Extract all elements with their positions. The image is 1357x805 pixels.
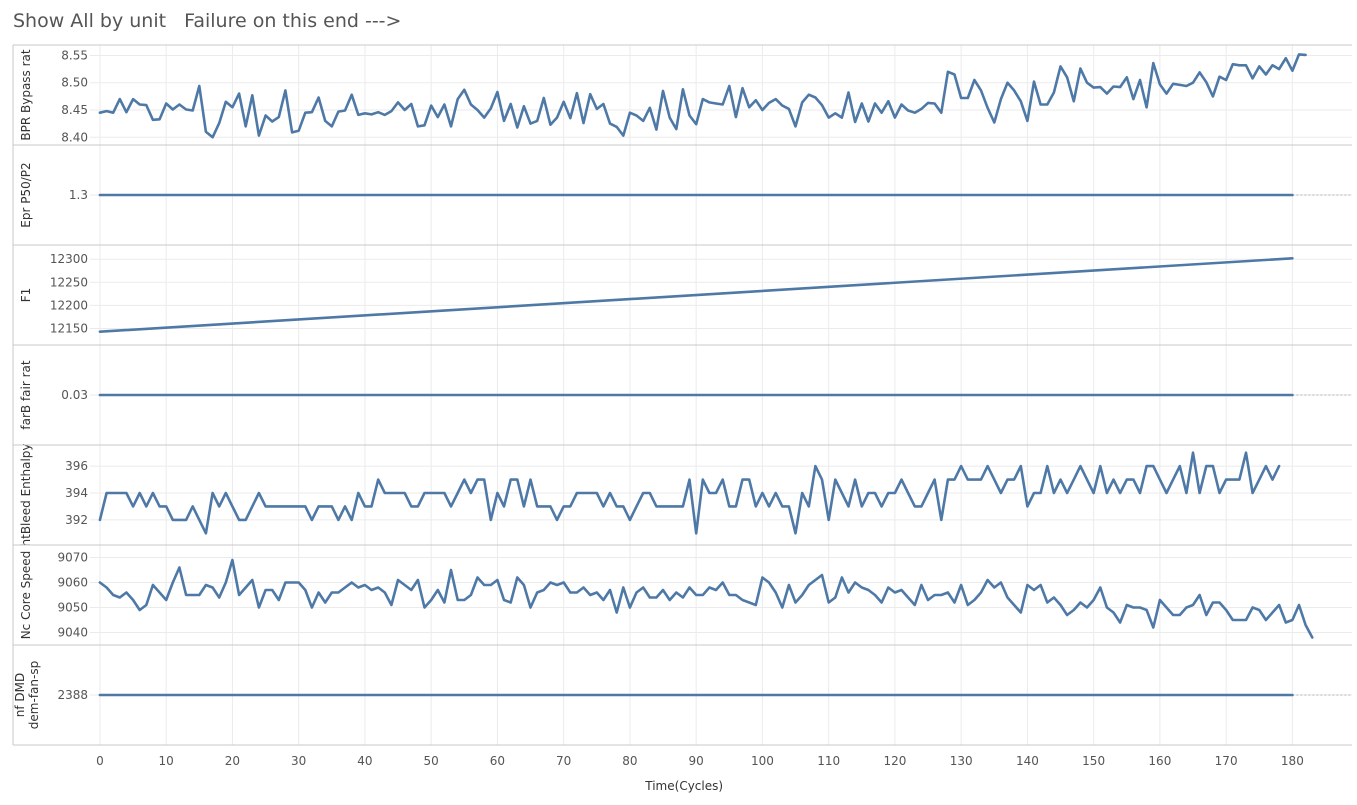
- y-tick-label: 12250: [50, 275, 88, 289]
- y-tick-label: 2388: [57, 688, 88, 702]
- x-tick-label: 170: [1215, 754, 1238, 768]
- y-tick-label: 9050: [57, 601, 88, 615]
- series-line: [98, 451, 1281, 535]
- y-axis-label: F1: [19, 288, 33, 303]
- series-line: [98, 558, 1314, 639]
- x-tick-label: 150: [1082, 754, 1105, 768]
- x-tick-label: 180: [1281, 754, 1304, 768]
- y-axis-label: farB fair rat: [19, 360, 33, 430]
- x-tick-label: 80: [622, 754, 637, 768]
- y-tick-label: 12150: [50, 321, 88, 335]
- x-tick-label: 100: [751, 754, 774, 768]
- y-tick-label: 1.3: [69, 188, 88, 202]
- y-tick-label: 9070: [57, 551, 88, 565]
- x-tick-label: 0: [96, 754, 104, 768]
- x-tick-label: 90: [689, 754, 704, 768]
- y-tick-label: 0.03: [61, 388, 88, 402]
- y-tick-label: 8.45: [61, 103, 88, 117]
- x-tick-label: 50: [424, 754, 439, 768]
- series-line: [98, 53, 1307, 139]
- y-axis-label: htBleed Enthalpy: [19, 444, 33, 547]
- y-axis-label: nf DMD: [13, 673, 27, 717]
- y-axis-label: Nc Core Speed: [19, 551, 33, 640]
- series-line: [98, 256, 1294, 334]
- x-tick-label: 160: [1148, 754, 1171, 768]
- y-tick-label: 8.40: [61, 130, 88, 144]
- y-axis-label: dem-fan-sp: [27, 661, 41, 729]
- x-tick-label: 140: [1016, 754, 1039, 768]
- x-tick-label: 40: [357, 754, 372, 768]
- x-tick-label: 20: [225, 754, 240, 768]
- y-tick-label: 392: [65, 513, 88, 527]
- y-tick-label: 9040: [57, 626, 88, 640]
- x-axis-label: Time(Cycles): [644, 779, 723, 793]
- y-axis-label: BPR Bypass rat: [19, 49, 33, 141]
- x-tick-label: 130: [950, 754, 973, 768]
- x-tick-label: 110: [817, 754, 840, 768]
- y-tick-label: 8.50: [61, 76, 88, 90]
- page-title: Show All by unit Failure on this end ---…: [13, 10, 402, 32]
- x-tick-label: 30: [291, 754, 306, 768]
- y-axis-label: Epr P50/P2: [19, 162, 33, 227]
- x-tick-label: 70: [556, 754, 571, 768]
- x-tick-label: 10: [159, 754, 174, 768]
- x-tick-label: 60: [490, 754, 505, 768]
- y-tick-label: 12300: [50, 252, 88, 266]
- y-tick-label: 396: [65, 459, 88, 473]
- y-tick-label: 9060: [57, 576, 88, 590]
- y-tick-label: 8.55: [61, 48, 88, 62]
- x-tick-label: 120: [883, 754, 906, 768]
- y-tick-label: 394: [65, 486, 88, 500]
- y-tick-label: 12200: [50, 298, 88, 312]
